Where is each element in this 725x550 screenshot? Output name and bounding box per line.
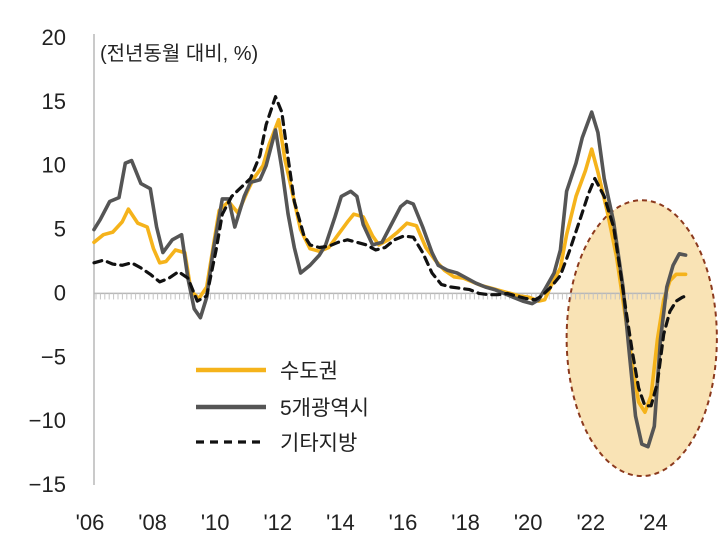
chart-series (92, 95, 688, 449)
chart-axes: 20 15 10 5 0 −5 −10 −15 '06 '08 '10 '12 '14 '16 '18 '20… (29, 25, 669, 535)
x-tick-label: '10 (201, 510, 230, 535)
y-tick-label: −15 (29, 472, 66, 497)
series-line (92, 110, 688, 449)
x-tick-label: '24 (639, 510, 668, 535)
series-line (92, 95, 688, 408)
x-tick-label: '20 (514, 510, 543, 535)
legend-label: 5개광역시 (280, 397, 369, 420)
x-tick-label: '16 (389, 510, 418, 535)
x-tick-label: '12 (263, 510, 292, 535)
x-tick-label: '18 (451, 510, 480, 535)
y-tick-label: 0 (54, 280, 66, 305)
y-tick-label: −5 (41, 344, 66, 369)
y-tick-label: 15 (42, 89, 66, 114)
legend-label: 수도권 (280, 360, 338, 383)
x-tick-label: '22 (576, 510, 605, 535)
highlight-region (565, 199, 718, 478)
y-tick-label: 5 (54, 217, 66, 242)
x-tick-label: '06 (76, 510, 105, 535)
y-tick-label: 10 (42, 153, 66, 178)
x-tick-label: '14 (326, 510, 355, 535)
y-tick-label: −10 (29, 408, 66, 433)
unit-label: (전년동월 대비, %) (100, 42, 258, 65)
y-tick-label: 20 (42, 25, 66, 50)
highlight-ellipse (565, 199, 718, 478)
legend-label: 기타지방 (280, 432, 357, 455)
x-tick-label: '08 (138, 510, 167, 535)
